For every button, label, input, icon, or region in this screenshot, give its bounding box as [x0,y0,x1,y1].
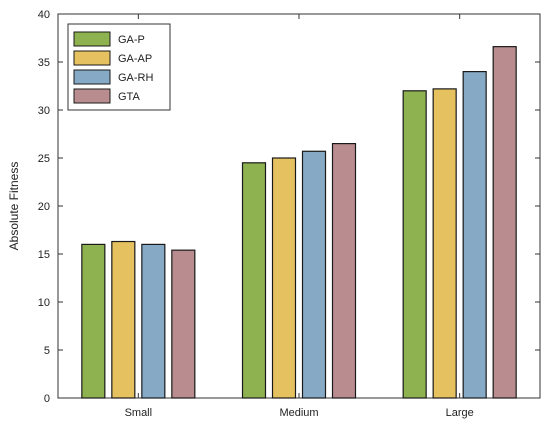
y-tick-label: 40 [38,9,50,21]
y-tick-label: 0 [44,393,50,405]
bar-ga-rh-small [141,243,166,399]
legend-swatch-ga-rh [73,69,111,85]
x-axis-ticks: Small Medium Large [125,14,474,419]
y-tick-label: 20 [38,201,50,213]
x-tick-label: Small [125,407,153,419]
bar-gta-small [171,249,196,399]
bar-ga-ap-small [111,240,136,399]
legend-swatch-ga-ap [73,50,111,66]
y-axis-ticks: 0 5 10 15 20 25 30 35 40 [38,9,540,405]
bar-ga-ap-medium [271,157,297,399]
bar-ga-p-medium [241,162,267,399]
x-tick-label: Medium [279,407,318,419]
y-tick-label: 35 [38,57,50,69]
bar-ga-rh-medium [301,150,327,399]
bars-group [81,46,517,399]
legend-label-ga-rh: GA-RH [118,72,154,84]
y-tick-label: 25 [38,153,50,165]
legend-label-gta: GTA [118,91,140,103]
y-tick-label: 15 [38,249,50,261]
y-tick-label: 10 [38,297,50,309]
x-tick-label: Large [446,407,474,419]
legend: GA-P GA-AP GA-RH GTA [67,23,171,111]
y-axis-label: Absolute Fitness [7,162,21,251]
bar-ga-rh-large [462,70,487,399]
bar-ga-p-large [402,90,427,399]
bar-ga-p-small [81,243,106,399]
y-tick-label: 30 [38,105,50,117]
bar-gta-large [492,46,517,399]
y-tick-label: 5 [44,345,50,357]
legend-swatch-ga-p [73,31,111,47]
legend-label-ga-p: GA-P [118,34,145,46]
legend-label-ga-ap: GA-AP [118,53,152,65]
bar-gta-medium [331,143,357,399]
legend-swatch-gta [73,88,111,104]
bar-ga-ap-large [432,88,457,399]
